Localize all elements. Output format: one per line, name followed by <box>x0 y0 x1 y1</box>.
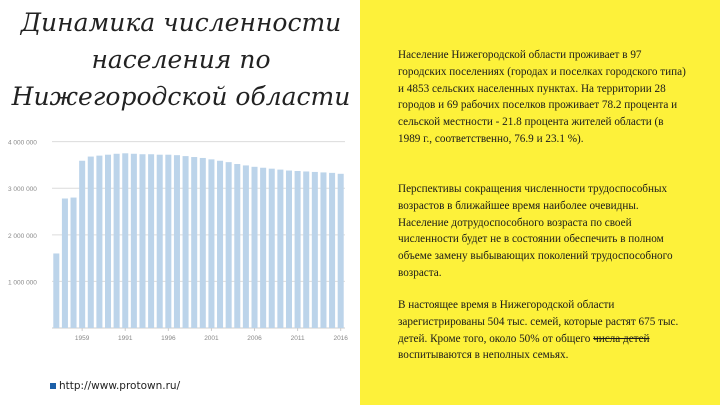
bar <box>337 173 344 328</box>
footer-source: http://www.protown.ru/ <box>50 380 180 392</box>
bar <box>199 157 206 328</box>
left-panel: Динамика численности населения по Нижего… <box>8 8 351 342</box>
chart-grid <box>52 141 345 329</box>
bar <box>165 154 172 328</box>
x-tick-label: 1991 <box>118 335 133 342</box>
x-tick-label: 2006 <box>247 335 262 342</box>
bar <box>96 155 103 328</box>
paragraph-settlements: Население Нижегородской области проживае… <box>398 49 686 145</box>
paragraph-prospects: Перспективы сокращения численности трудо… <box>398 183 673 279</box>
bar <box>113 153 120 328</box>
bar <box>251 166 258 328</box>
source-link[interactable]: http://www.protown.ru/ <box>59 380 181 392</box>
bar <box>225 162 232 328</box>
bar <box>217 160 224 328</box>
bar <box>242 165 249 328</box>
bar <box>234 164 241 328</box>
bar <box>277 169 284 328</box>
y-tick-label: 1 000 000 <box>8 279 37 286</box>
population-chart: 1 000 000 2 000 000 3 000 000 4 000 000 195… <box>8 140 348 342</box>
bar <box>260 167 267 328</box>
bar <box>191 157 198 328</box>
bar <box>104 154 112 328</box>
bar <box>122 153 129 328</box>
bar <box>303 171 310 328</box>
chart-y-ticks: 1 000 000 2 000 000 3 000 000 4 000 000 <box>8 140 37 287</box>
bar <box>285 170 293 328</box>
families-text-end: воспитываются в неполных семьях. <box>398 349 569 362</box>
x-tick-label: 2011 <box>291 335 305 342</box>
struck-text: числа детей <box>593 332 650 345</box>
chart-x-ticks: 1959 1991 1996 2001 2006 2011 2016 <box>75 328 348 342</box>
chart-bars <box>53 153 344 328</box>
bar <box>53 253 60 328</box>
bar <box>294 171 301 328</box>
bar <box>148 154 155 328</box>
slide-title: Динамика численности населения по Нижего… <box>11 8 351 111</box>
x-tick-label: 1959 <box>75 335 90 342</box>
x-tick-label: 1996 <box>161 335 176 342</box>
link-icon <box>50 383 56 389</box>
bar <box>79 160 86 328</box>
y-tick-label: 2 000 000 <box>8 233 37 240</box>
right-panel <box>360 0 720 405</box>
bar <box>139 154 146 328</box>
y-tick-label: 4 000 000 <box>8 140 37 147</box>
x-tick-label: 2016 <box>333 335 348 342</box>
bar <box>70 197 77 328</box>
bar <box>87 156 94 328</box>
bar <box>173 155 180 328</box>
bar <box>311 171 318 328</box>
bar <box>329 172 336 328</box>
bar <box>130 153 137 328</box>
x-tick-label: 2001 <box>204 335 219 342</box>
bar <box>156 154 163 328</box>
y-tick-label: 3 000 000 <box>8 186 37 193</box>
families-text-start: В настоящее время в Нижегородской област… <box>398 299 679 345</box>
bar <box>208 159 215 328</box>
bar <box>320 172 327 328</box>
paragraph-families: В настоящее время в Нижегородской област… <box>398 297 686 364</box>
bar <box>268 168 275 328</box>
bar <box>61 198 68 328</box>
bar <box>182 156 189 328</box>
